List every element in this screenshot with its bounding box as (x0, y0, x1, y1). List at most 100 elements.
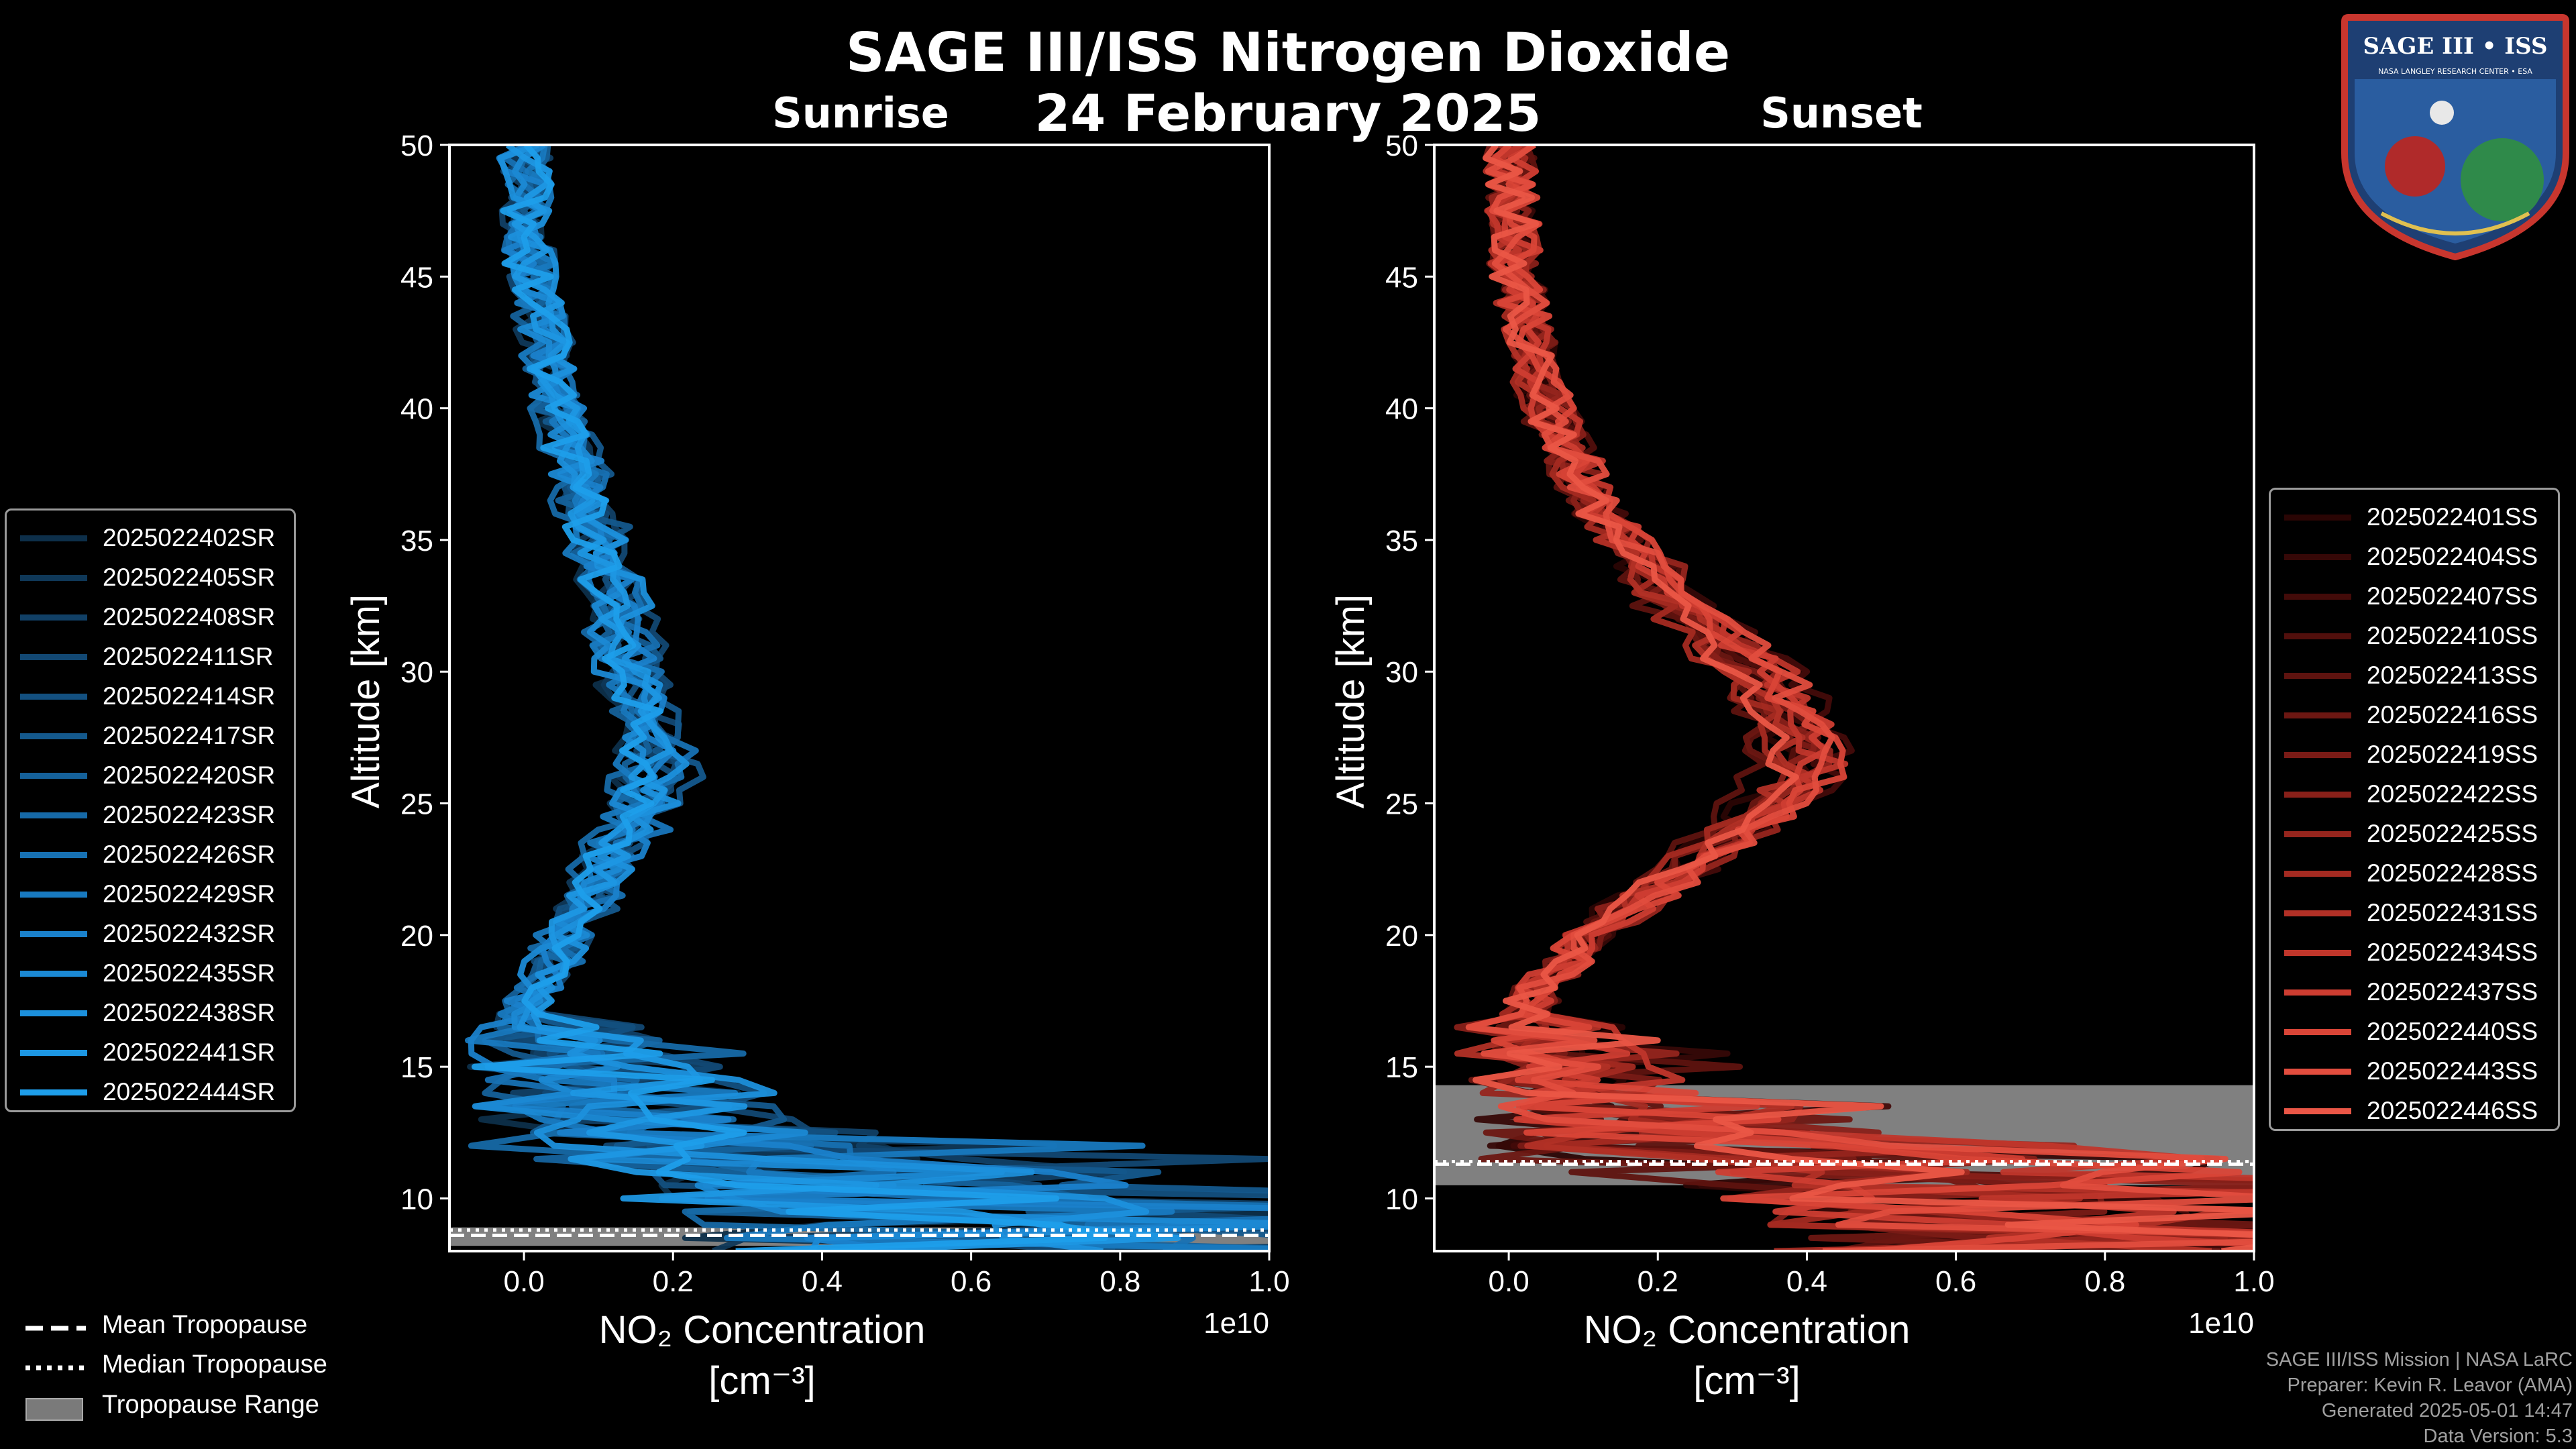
legend-label: 2025022426SR (103, 841, 276, 868)
legend-label: 2025022425SS (2367, 820, 2538, 847)
y-tick-label: 50 (1385, 129, 1418, 162)
logo-subtext: NASA LANGLEY RESEARCH CENTER • ESA (2378, 67, 2532, 76)
legend-swatch (20, 614, 87, 621)
y-tick-label: 25 (400, 788, 433, 821)
y-tick-label: 10 (1385, 1183, 1418, 1216)
y-tick-label: 35 (400, 525, 433, 557)
profile-line-2025022434SS (1485, 145, 2254, 1236)
legend-swatch (2284, 1108, 2351, 1114)
y-axis-label: Altitude [km] (344, 594, 388, 808)
x-tick-label: 0.8 (2084, 1265, 2125, 1298)
sunrise-legend: 2025022402SR 2025022405SR 2025022408SR 2025… (5, 508, 296, 1112)
legend-label: 2025022422SS (2367, 780, 2538, 808)
legend-swatch (20, 1010, 87, 1016)
credits: SAGE III/ISS Mission | NASA LaRC Prepare… (2266, 1347, 2573, 1449)
legend-label: 2025022443SS (2367, 1057, 2538, 1085)
legend-swatch (20, 773, 87, 779)
legend-label: 2025022411SR (103, 643, 274, 670)
x-tick-label: 0.8 (1099, 1265, 1140, 1298)
legend-swatch (2284, 950, 2351, 956)
x-scale-label: 1e10 (1203, 1307, 1269, 1340)
tropopause-range-label: Tropopause Range (102, 1391, 319, 1419)
legend-label: 2025022410SS (2367, 622, 2538, 649)
y-tick-label: 30 (1385, 656, 1418, 689)
legend-label: 2025022416SS (2367, 701, 2538, 729)
y-tick-label: 40 (400, 393, 433, 426)
axes-frame (448, 144, 1271, 1252)
legend-swatch (2284, 871, 2351, 877)
plot-area (1434, 145, 2254, 1251)
figure-date: 24 February 2025 (1034, 83, 1542, 143)
legend-swatch (2284, 1069, 2351, 1075)
legend-swatch (20, 852, 87, 858)
y-tick-label: 40 (1385, 393, 1418, 426)
legend-label: 2025022407SS (2367, 582, 2538, 610)
legend-label: 2025022437SS (2367, 978, 2538, 1006)
x-axis-unit: [cm⁻³] (1693, 1359, 1800, 1403)
y-tick-label: 45 (1385, 261, 1418, 294)
figure-title: SAGE III/ISS Nitrogen Dioxide (845, 21, 1731, 84)
legend-swatch (2284, 515, 2351, 521)
profile-line-2025022413SS (1483, 145, 2083, 1251)
legend-swatch (20, 654, 87, 660)
legend-swatch (20, 1050, 87, 1056)
legend-swatch (2284, 712, 2351, 718)
plot-sunset: 0.0 0.2 0.4 0.6 0.8 1.0 10 15 20 25 30 35 40 45 50 1e10… (1329, 89, 2275, 1403)
legend-label: 2025022404SS (2367, 543, 2538, 570)
legend-swatch (2284, 831, 2351, 837)
axes-frame (1433, 144, 2255, 1252)
y-tick-label: 15 (400, 1051, 433, 1084)
legend-swatch (2284, 910, 2351, 916)
y-tick-label: 15 (1385, 1051, 1418, 1084)
subplot-title: Sunset (1760, 89, 1923, 138)
legend-label: 2025022446SS (2367, 1097, 2538, 1124)
x-scale-label: 1e10 (2188, 1307, 2254, 1340)
x-tick-label: 0.2 (653, 1265, 694, 1298)
credit-line: Generated 2025-05-01 14:47 (2321, 1400, 2573, 1421)
legend-swatch (2284, 673, 2351, 679)
legend-swatch (2284, 989, 2351, 996)
profile-line-2025022444SR (471, 145, 1108, 1251)
dotted-line-swatch (25, 1365, 86, 1371)
x-tick-label: 1.0 (1248, 1265, 1289, 1298)
profile-line-2025022443SS (1465, 145, 2254, 1251)
legend-swatch (2284, 633, 2351, 639)
legend-label: 2025022405SR (103, 564, 276, 591)
legend-label: 2025022408SR (103, 603, 276, 631)
x-axis-label: NO₂ Concentration (1584, 1308, 1911, 1352)
legend-label: 2025022423SR (103, 801, 276, 828)
credit-line: Data Version: 5.3 (2423, 1426, 2573, 1447)
y-tick-label: 35 (1385, 525, 1418, 557)
y-tick-label: 30 (400, 656, 433, 689)
legend-swatch (20, 1089, 87, 1095)
x-axis-unit: [cm⁻³] (708, 1359, 815, 1403)
legend-swatch (2284, 554, 2351, 560)
legend-label: 2025022414SR (103, 682, 276, 710)
legend-swatch (2284, 792, 2351, 798)
legend-swatch (2284, 1029, 2351, 1035)
legend-label: 2025022428SS (2367, 859, 2538, 887)
legend-swatch (20, 694, 87, 700)
legend-label: 2025022440SS (2367, 1018, 2538, 1045)
legend-swatch (20, 892, 87, 898)
legend-label: 2025022441SR (103, 1038, 276, 1066)
legend-label: 2025022417SR (103, 722, 276, 749)
legend-swatch (20, 575, 87, 581)
y-tick-label: 20 (1385, 920, 1418, 953)
x-tick-label: 1.0 (2233, 1265, 2274, 1298)
profile-line-2025022446SS (1472, 145, 2254, 1251)
legend-label: 2025022438SR (103, 999, 276, 1026)
legend-label: 2025022444SR (103, 1078, 276, 1106)
x-tick-label: 0.0 (504, 1265, 545, 1298)
legend-label: 2025022401SS (2367, 503, 2538, 531)
legend-swatch (2284, 752, 2351, 758)
x-axis-label: NO₂ Concentration (599, 1308, 926, 1352)
legend-label: 2025022402SR (103, 524, 276, 551)
range-patch-swatch (25, 1398, 83, 1421)
legend-swatch (2284, 594, 2351, 600)
x-tick-label: 0.4 (1786, 1265, 1827, 1298)
legend-label: 2025022434SS (2367, 938, 2538, 966)
y-tick-label: 25 (1385, 788, 1418, 821)
dashed-line-swatch (25, 1326, 86, 1331)
